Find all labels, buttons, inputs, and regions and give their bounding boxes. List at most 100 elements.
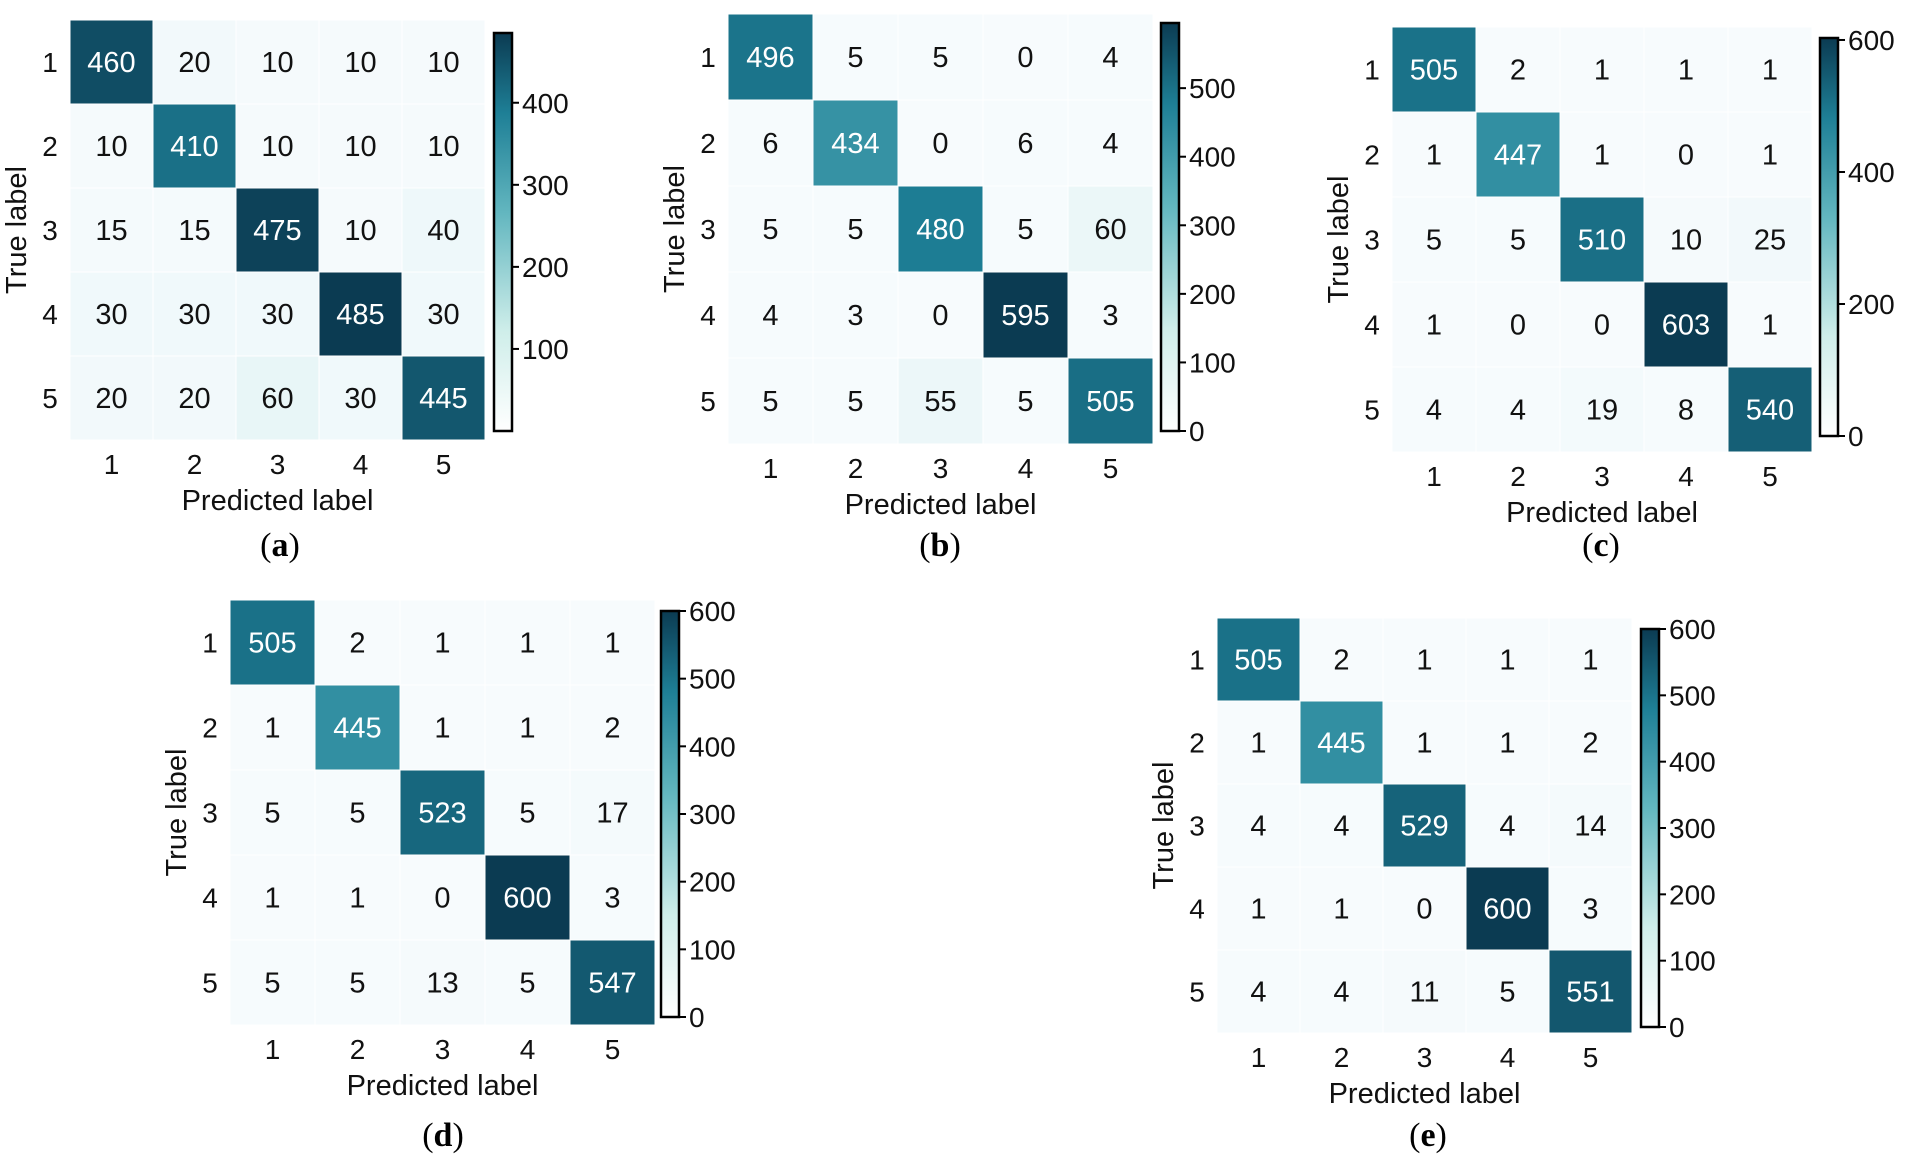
y-axis-title: True label: [1323, 176, 1355, 304]
heatmap-cell: [812, 357, 899, 445]
x-tick-label: 3: [435, 1034, 451, 1065]
heatmap-cell: [1299, 783, 1384, 868]
y-tick-label: 5: [42, 383, 58, 414]
x-tick-label: 5: [1762, 461, 1778, 492]
cell-value-label: 1: [519, 713, 535, 745]
y-axis-title: True label: [161, 749, 193, 877]
heatmap-cell: [1067, 185, 1154, 273]
y-tick-label: 1: [1364, 55, 1380, 86]
cell-value-label: 1: [1762, 310, 1778, 342]
heatmap-cell: [1465, 617, 1550, 702]
x-tick-label: 5: [605, 1034, 621, 1065]
heatmap-cell: [727, 99, 814, 187]
cell-value-label: 445: [1317, 728, 1365, 760]
x-axis-title: Predicted label: [347, 1070, 539, 1102]
cell-value-label: 1: [604, 628, 620, 660]
colorbar-tick-label: 600: [1848, 25, 1895, 56]
colorbar-tick-label: 600: [689, 596, 736, 627]
heatmap-cell: [484, 854, 571, 941]
panel-letter: b: [931, 527, 950, 564]
cell-value-label: 5: [1510, 225, 1526, 257]
heatmap-cell: [401, 19, 486, 105]
heatmap-cell: [569, 769, 656, 856]
cell-value-label: 475: [253, 215, 301, 247]
x-axis-title: Predicted label: [845, 489, 1037, 521]
x-tick-label: 3: [933, 453, 949, 484]
panel-letter: c: [1593, 527, 1608, 564]
heatmap-cell: [1475, 196, 1561, 283]
y-tick-label: 3: [1364, 225, 1380, 256]
heatmap-cell: [727, 357, 814, 445]
x-axis-title: Predicted label: [1506, 497, 1698, 529]
colorbar-tick-label: 400: [1848, 157, 1895, 188]
y-tick-label: 3: [700, 214, 716, 245]
heatmap-cell: [235, 103, 320, 189]
cell-value-label: 25: [1754, 225, 1786, 257]
heatmap-cell: [727, 271, 814, 359]
heatmap-cell: [1067, 357, 1154, 445]
cell-value-label: 5: [847, 386, 863, 418]
x-tick-label: 5: [1103, 453, 1119, 484]
cell-value-label: 30: [427, 299, 459, 331]
colorbar-tick-label: 400: [1669, 747, 1716, 778]
cell-value-label: 10: [344, 47, 376, 79]
heatmap-cell: [1067, 271, 1154, 359]
x-tick-label: 1: [1251, 1042, 1267, 1073]
x-tick-label: 1: [265, 1034, 281, 1065]
cell-value-label: 4: [1102, 42, 1118, 74]
cell-value-label: 595: [1001, 300, 1049, 332]
heatmap-cell: [1465, 949, 1550, 1034]
cell-value-label: 11: [1409, 977, 1439, 1009]
colorbar: 0 200 400 600: [1818, 25, 1895, 452]
panel-caption: (c): [1582, 527, 1620, 564]
cell-value-label: 0: [1594, 310, 1610, 342]
cell-value-label: 15: [178, 215, 210, 247]
colorbar-tick-label: 0: [1669, 1012, 1685, 1043]
y-tick-label: 2: [42, 131, 58, 162]
cell-value-label: 1: [1416, 728, 1432, 760]
heatmap-cell: [318, 187, 403, 273]
heatmap-cell: [1299, 949, 1384, 1034]
cell-value-label: 17: [596, 798, 628, 830]
y-tick-label: 5: [202, 968, 218, 999]
heatmap-cell: [314, 939, 401, 1026]
heatmap-cell: [1067, 99, 1154, 187]
x-tick-label: 3: [270, 449, 286, 480]
heatmap-cell: [982, 357, 1069, 445]
cell-value-label: 5: [1017, 214, 1033, 246]
colorbar-tick-label: 500: [1669, 680, 1716, 711]
heatmap-cell: [1382, 866, 1467, 951]
panel-caption: (d): [422, 1117, 464, 1154]
y-axis-title: True label: [1, 166, 33, 294]
heatmap-cell: [812, 185, 899, 273]
x-tick-label: 5: [436, 449, 452, 480]
heatmap-cell: [897, 357, 984, 445]
x-tick-label: 4: [520, 1034, 536, 1065]
cell-value-label: 3: [847, 300, 863, 332]
cell-value-label: 2: [604, 713, 620, 745]
cell-value-label: 1: [1416, 645, 1432, 677]
cell-value-label: 5: [349, 968, 365, 1000]
cell-value-label: 5: [1017, 386, 1033, 418]
heatmap-cell: [1475, 26, 1561, 113]
heatmap-cell: [982, 99, 1069, 187]
heatmap-cell: [152, 19, 237, 105]
colorbar-gradient: [1818, 36, 1840, 438]
y-axis-title: True label: [659, 165, 691, 293]
heatmap-cell: [69, 19, 154, 105]
y-tick-label: 1: [700, 42, 716, 73]
heatmap-cell: [1559, 111, 1645, 198]
cell-value-label: 20: [178, 383, 210, 415]
cell-value-label: 10: [427, 131, 459, 163]
heatmap-cell: [812, 99, 899, 187]
confusion-matrix-panel-c: 505 2 1 1 11 447 1 0 15 5 510 10 251 0 0 603 14 4 19 8 54012…: [1323, 25, 1895, 564]
cell-value-label: 1: [1250, 894, 1266, 926]
cell-value-label: 5: [932, 42, 948, 74]
confusion-matrix-panel-d: 505 2 1 1 11 445 1 1 25 5 523 5 171 1 0 600 35 5 13 5 547123…: [161, 596, 736, 1154]
cell-value-label: 5: [762, 386, 778, 418]
cell-value-label: 3: [604, 883, 620, 915]
heatmap-cell: [1382, 783, 1467, 868]
cell-value-label: 445: [333, 713, 381, 745]
heatmap-cell: [399, 599, 486, 686]
